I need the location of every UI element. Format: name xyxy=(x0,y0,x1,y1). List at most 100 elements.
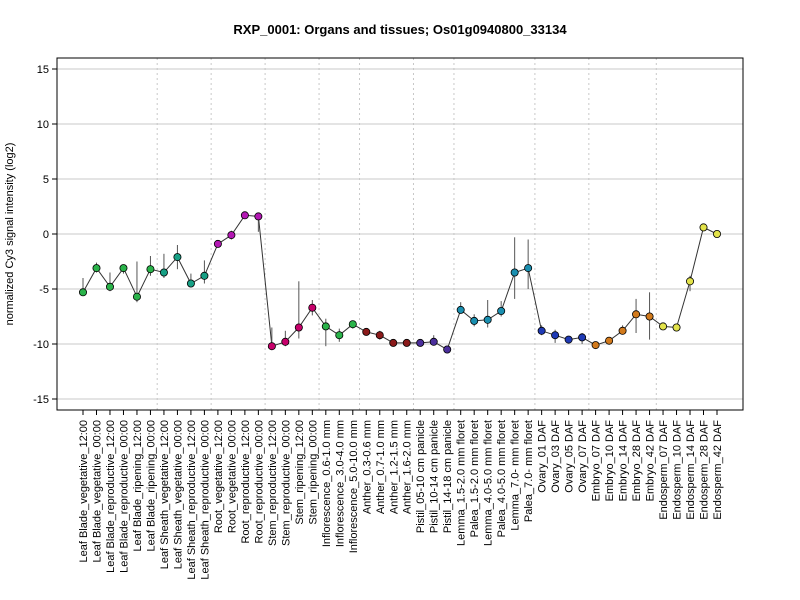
x-tick-label: Leaf Blade_reproductive_12:00 xyxy=(105,420,117,573)
data-point xyxy=(335,331,344,340)
x-tick-label: Embryo_07 DAF xyxy=(591,420,603,502)
data-point xyxy=(186,279,195,288)
data-point xyxy=(416,338,425,347)
y-tick-label: 5 xyxy=(43,174,49,186)
data-point xyxy=(605,336,614,345)
y-tick-label: -10 xyxy=(33,339,49,351)
x-tick-label: Endosperm_28 DAF xyxy=(699,420,711,520)
y-axis-label: normalized Cy3 signal intensity (log2) xyxy=(4,143,16,326)
data-point-layer xyxy=(79,211,722,354)
data-point xyxy=(119,264,128,273)
x-tick-label: Embryo_42 DAF xyxy=(645,420,657,502)
x-tick-label: Embryo_28 DAF xyxy=(631,420,643,502)
data-point xyxy=(632,310,641,319)
data-point xyxy=(443,345,452,354)
x-tick-label: Stem_reproductive_00:00 xyxy=(280,420,292,546)
x-tick-label: Root_vegetative_00:00 xyxy=(226,420,238,533)
data-point xyxy=(686,277,695,286)
data-point xyxy=(267,342,276,351)
x-axis: Leaf Blade_vegetative_12:00 Leaf Blade_ve… xyxy=(78,410,724,580)
x-tick-label: Inflorescence_0.6-1.0 mm xyxy=(321,420,333,547)
x-tick-label: Root_vegetative_12:00 xyxy=(213,420,225,533)
x-tick-label: Lemma_1.5-2.0 mm floret xyxy=(456,420,468,546)
x-tick-label: Endosperm_42 DAF xyxy=(712,420,724,520)
data-point xyxy=(227,231,236,240)
data-point xyxy=(524,264,533,273)
data-point xyxy=(389,338,398,347)
data-point xyxy=(402,338,411,347)
data-point xyxy=(659,322,668,331)
data-point xyxy=(551,331,560,340)
x-tick-label: Palea_1.5-2.0 mm floret xyxy=(469,420,481,537)
x-tick-label: Lemma_7.0- mm floret xyxy=(510,420,522,531)
x-tick-label: Endosperm_14 DAF xyxy=(685,420,697,520)
x-tick-label: Ovary_05 DAF xyxy=(564,420,576,493)
x-tick-label: Stem_ripening_00:00 xyxy=(307,420,319,525)
x-tick-label: Leaf Sheath_reproductive_12:00 xyxy=(186,420,198,580)
x-tick-label: Stem_ripening_12:00 xyxy=(294,420,306,525)
grid-layer xyxy=(57,58,743,410)
data-point xyxy=(146,265,155,274)
data-point xyxy=(497,306,506,315)
data-point xyxy=(254,212,263,221)
data-point xyxy=(105,282,114,291)
y-tick-label: 0 xyxy=(43,229,49,241)
data-point xyxy=(578,333,587,342)
x-tick-label: Root_reproductive_12:00 xyxy=(240,420,252,544)
data-point xyxy=(699,223,708,232)
data-point xyxy=(510,268,519,277)
x-tick-label: Pistil_10-14 cm panicle xyxy=(429,420,441,533)
data-point xyxy=(294,323,303,332)
x-tick-label: Leaf Blade_ripening_00:00 xyxy=(145,420,157,552)
x-tick-label: Lemma_4.0-5.0 mm floret xyxy=(483,420,495,546)
data-point xyxy=(362,327,371,336)
data-point xyxy=(213,239,222,248)
data-point xyxy=(321,322,330,331)
x-tick-label: Anther_0.3-0.6 mm xyxy=(361,420,373,514)
data-point xyxy=(308,303,317,312)
data-point xyxy=(672,323,681,332)
data-point xyxy=(456,305,465,314)
data-point xyxy=(79,288,88,297)
x-tick-label: Embryo_10 DAF xyxy=(604,420,616,502)
x-tick-label: Pistil_14-18 cm panicle xyxy=(442,420,454,533)
x-tick-label: Anther_1.2-1.5 mm xyxy=(388,420,400,514)
x-tick-label: Leaf Sheath_vegetative_12:00 xyxy=(159,420,171,569)
data-point xyxy=(281,337,290,346)
data-point xyxy=(591,341,600,350)
x-tick-label: Ovary_01 DAF xyxy=(537,420,549,493)
data-point xyxy=(713,229,722,238)
y-axis: -15 -10 -5 0 5 10 15 xyxy=(33,64,57,406)
data-point xyxy=(645,312,654,321)
x-tick-label: Palea_4.0-5.0 mm floret xyxy=(496,420,508,537)
data-point xyxy=(483,315,492,324)
data-point xyxy=(564,335,573,344)
x-tick-label: Root_reproductive_00:00 xyxy=(253,420,265,544)
data-point xyxy=(240,211,249,220)
x-tick-label: Anther_0.7-1.0 mm xyxy=(375,420,387,514)
data-point xyxy=(92,264,101,273)
data-point xyxy=(429,337,438,346)
data-point xyxy=(132,292,141,301)
x-tick-label: Palea_7.0- mm floret xyxy=(523,420,535,522)
x-tick-label: Stem_reproductive_12:00 xyxy=(267,420,279,546)
data-point xyxy=(470,316,479,325)
data-point xyxy=(200,271,209,280)
data-point xyxy=(348,320,357,329)
data-point xyxy=(618,326,627,335)
y-tick-label: 15 xyxy=(37,64,49,76)
x-tick-label: Leaf Blade_vegetative_12:00 xyxy=(78,420,90,563)
x-tick-label: Leaf Sheath_reproductive_00:00 xyxy=(199,420,211,580)
x-tick-label: Leaf Sheath_vegetative_00:00 xyxy=(172,420,184,569)
data-point xyxy=(375,331,384,340)
x-tick-label: Pistil_05-10 cm panicle xyxy=(415,420,427,533)
data-point xyxy=(173,253,182,262)
x-tick-label: Endosperm_07 DAF xyxy=(658,420,670,520)
y-tick-label: -15 xyxy=(33,394,49,406)
y-tick-label: 10 xyxy=(37,119,49,131)
x-tick-label: Leaf Blade_vegetative_00:00 xyxy=(91,420,103,563)
data-point xyxy=(159,268,168,277)
x-tick-label: Inflorescence_5.0-10.0 mm xyxy=(348,420,360,553)
x-tick-label: Leaf Blade_ripening_12:00 xyxy=(132,420,144,552)
